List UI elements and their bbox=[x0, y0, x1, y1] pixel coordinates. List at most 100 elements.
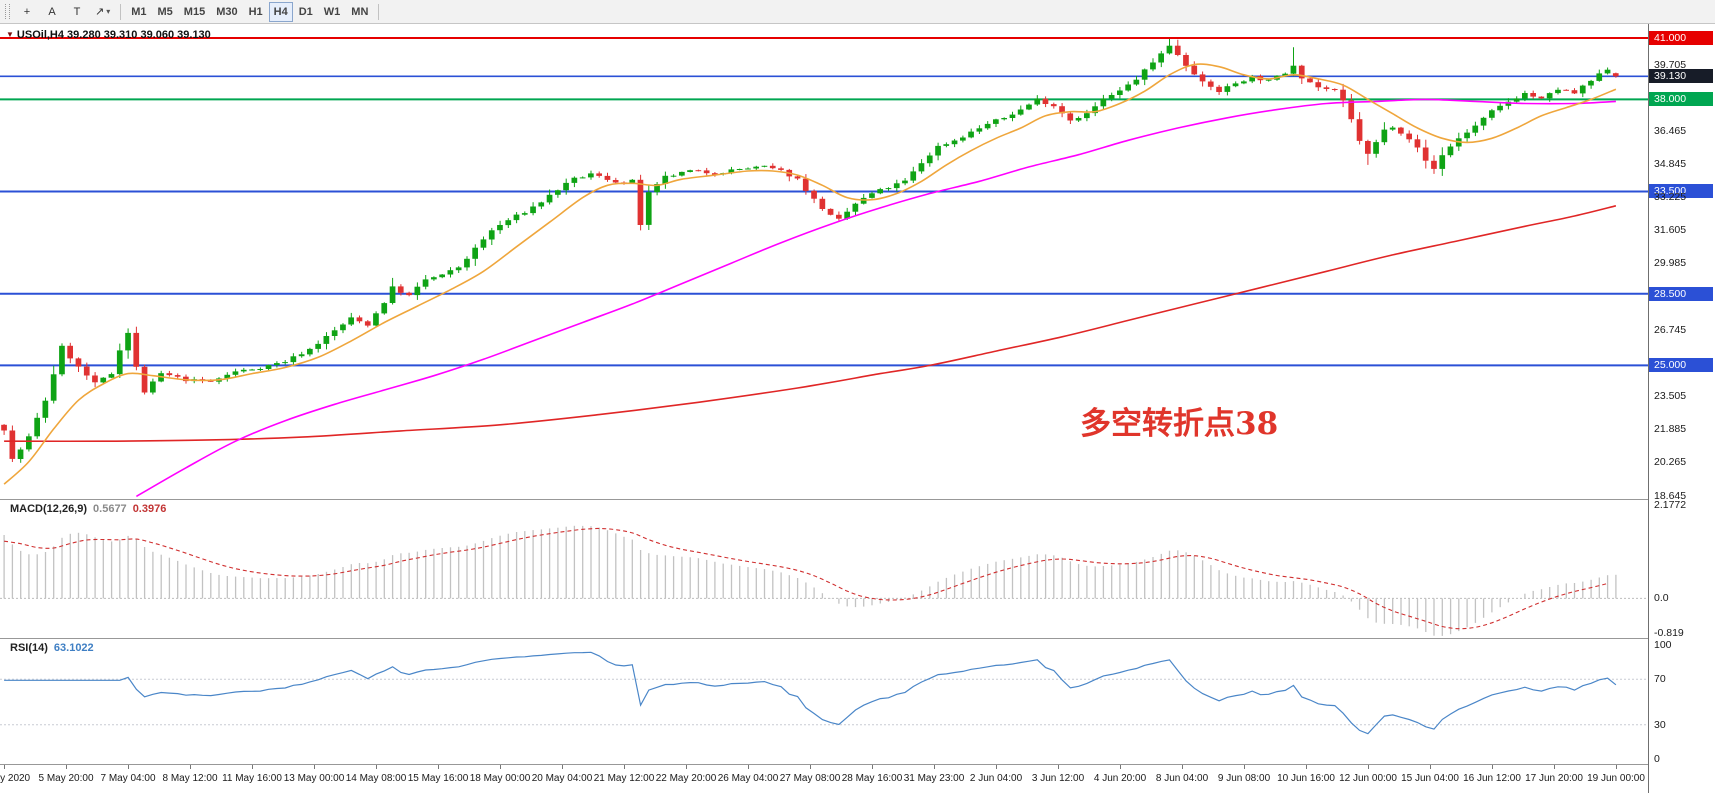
macd-signal-line bbox=[4, 527, 1608, 630]
price-axis-label: 0 bbox=[1654, 753, 1660, 765]
time-axis-label: 15 May 16:00 bbox=[407, 773, 469, 784]
timeframe-h4-button[interactable]: H4 bbox=[268, 1, 293, 22]
time-axis-tick bbox=[562, 765, 563, 769]
timeframe-m1-button[interactable]: M1 bbox=[131, 5, 147, 18]
time-axis-tick bbox=[190, 765, 191, 769]
time-axis-label: 31 May 23:00 bbox=[903, 773, 965, 784]
time-axis-label: 21 May 12:00 bbox=[593, 773, 655, 784]
macd-name: MACD(12,26,9) bbox=[10, 503, 88, 515]
time-axis-tick bbox=[4, 765, 5, 769]
arrow-objects-tool-button[interactable]: ↗ ▾ bbox=[95, 6, 111, 18]
rsi-canvas[interactable] bbox=[0, 639, 1648, 765]
text-tool-button[interactable]: T bbox=[73, 5, 81, 18]
crosshair-tool-button[interactable]: + bbox=[23, 5, 31, 18]
time-axis-tick bbox=[1244, 765, 1245, 769]
time-axis-label: 26 May 04:00 bbox=[717, 773, 779, 784]
price-axis-label: 30 bbox=[1654, 719, 1666, 731]
time-axis-label: 4 Jun 20:00 bbox=[1093, 773, 1147, 784]
rsi-value: 63.1022 bbox=[53, 642, 94, 654]
time-axis-tick bbox=[128, 765, 129, 769]
time-axis-tick bbox=[1182, 765, 1183, 769]
price-chart-canvas[interactable] bbox=[0, 24, 1648, 500]
time-axis-label: 27 May 08:00 bbox=[779, 773, 841, 784]
time-axis-label: 13 May 00:00 bbox=[283, 773, 345, 784]
price-axis-label: 20.265 bbox=[1654, 456, 1687, 468]
time-axis-tick bbox=[686, 765, 687, 769]
price-axis-tag: 38.000 bbox=[1649, 92, 1713, 106]
chart-annotation-text[interactable]: 多空转折点38 bbox=[1080, 406, 1279, 442]
price-axis-label: 29.985 bbox=[1654, 257, 1687, 269]
chart-title: ▼ USOil,H4 39.280 39.310 39.060 39.130 bbox=[6, 29, 211, 41]
panel-separator-macd[interactable] bbox=[0, 499, 1715, 500]
time-axis-label: 11 May 16:00 bbox=[222, 773, 282, 784]
drawing-tools-group: + A T ↗ ▾ bbox=[15, 2, 115, 22]
timeframe-h1-button[interactable]: H1 bbox=[248, 5, 263, 18]
price-axis-label: 34.845 bbox=[1654, 158, 1687, 170]
chart-title-text: USOil,H4 39.280 39.310 39.060 39.130 bbox=[16, 29, 211, 41]
time-axis-tick bbox=[314, 765, 315, 769]
macd-signal-value: 0.3976 bbox=[132, 503, 167, 515]
timeframe-m5-button[interactable]: M5 bbox=[157, 5, 173, 18]
time-axis-label: 10 Jun 16:00 bbox=[1277, 773, 1335, 784]
price-axis-label: 2.1772 bbox=[1654, 499, 1687, 511]
toolbar-separator bbox=[120, 3, 122, 20]
time-axis-label: 5 May 20:00 bbox=[38, 773, 94, 784]
toolbar-grip[interactable] bbox=[5, 4, 10, 19]
price-axis-label: 23.505 bbox=[1654, 390, 1687, 402]
time-axis-tick bbox=[1306, 765, 1307, 769]
time-axis-label: 20 May 04:00 bbox=[531, 773, 593, 784]
time-axis-tick bbox=[1554, 765, 1555, 769]
price-axis-label: 0.0 bbox=[1654, 592, 1669, 604]
time-axis-label: 22 May 20:00 bbox=[655, 773, 717, 784]
time-axis-label: 5 May 2020 bbox=[0, 773, 31, 784]
time-axis-tick bbox=[810, 765, 811, 769]
macd-histogram bbox=[3, 525, 1617, 636]
time-axis-tick bbox=[872, 765, 873, 769]
time-axis-label: 14 May 08:00 bbox=[345, 773, 407, 784]
price-axis-label: 36.465 bbox=[1654, 125, 1687, 137]
timeframe-d1-button[interactable]: D1 bbox=[298, 5, 313, 18]
text-label-tool-button[interactable]: A bbox=[48, 5, 56, 18]
chevron-down-icon: ▾ bbox=[106, 7, 111, 16]
macd-canvas[interactable] bbox=[0, 500, 1648, 639]
price-axis-tag: 41.000 bbox=[1649, 31, 1713, 45]
timeframe-w1-button[interactable]: W1 bbox=[323, 5, 341, 18]
price-axis-label: 26.745 bbox=[1654, 324, 1687, 336]
time-axis-tick bbox=[438, 765, 439, 769]
price-axis[interactable]: 41.000 39.705 39.130 38.000 36.465 34.845 33.5… bbox=[1648, 24, 1715, 793]
time-axis-label: 7 May 04:00 bbox=[100, 773, 156, 784]
time-axis-tick bbox=[252, 765, 253, 769]
price-axis-label: 33.225 bbox=[1654, 191, 1687, 203]
timeframe-m30-button[interactable]: M30 bbox=[216, 5, 238, 18]
time-axis-tick bbox=[1120, 765, 1121, 769]
price-axis-tag: 39.130 bbox=[1649, 69, 1713, 83]
timeframes-group: M1 M5 M15 M30 H1 H4 D1 W1 MN bbox=[126, 1, 373, 22]
time-axis-label: 8 Jun 04:00 bbox=[1155, 773, 1209, 784]
panel-separator-time[interactable] bbox=[0, 764, 1715, 765]
time-axis-tick bbox=[376, 765, 377, 769]
timeframe-mn-button[interactable]: MN bbox=[351, 5, 369, 18]
time-axis-tick bbox=[1430, 765, 1431, 769]
ma-slow-line[interactable] bbox=[4, 205, 1617, 443]
ma-fast-line[interactable] bbox=[3, 63, 1617, 485]
time-axis-tick bbox=[500, 765, 501, 769]
time-axis[interactable]: 5 May 2020 5 May 20:00 7 May 04:00 8 May 12… bbox=[0, 765, 1648, 793]
price-axis-label: 39.705 bbox=[1654, 59, 1687, 71]
time-axis-label: 15 Jun 04:00 bbox=[1401, 773, 1459, 784]
time-axis-label: 8 May 12:00 bbox=[162, 773, 218, 784]
ma-mid-line[interactable] bbox=[135, 98, 1616, 498]
price-axis-label: 21.885 bbox=[1654, 423, 1687, 435]
rsi-line bbox=[4, 651, 1617, 735]
panel-separator-rsi[interactable] bbox=[0, 638, 1715, 639]
price-axis-label: 31.605 bbox=[1654, 224, 1687, 236]
time-axis-label: 17 Jun 20:00 bbox=[1525, 773, 1583, 784]
rsi-name: RSI(14) bbox=[10, 642, 48, 654]
timeframe-m15-button[interactable]: M15 bbox=[183, 5, 206, 18]
symbol-marker-icon: ▼ bbox=[6, 30, 14, 39]
price-axis-tag: 28.500 bbox=[1649, 287, 1713, 301]
time-axis-label: 16 Jun 12:00 bbox=[1463, 773, 1521, 784]
time-axis-tick bbox=[1492, 765, 1493, 769]
time-axis-tick bbox=[624, 765, 625, 769]
time-axis-label: 3 Jun 12:00 bbox=[1031, 773, 1085, 784]
